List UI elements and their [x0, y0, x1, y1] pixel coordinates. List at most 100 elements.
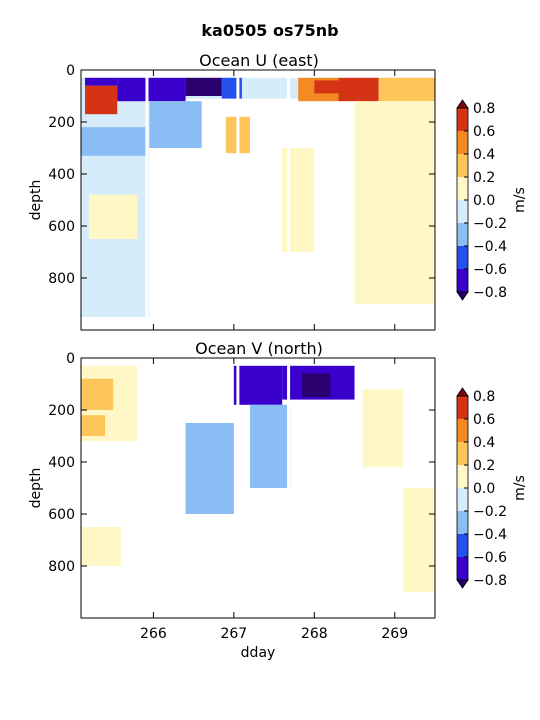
heatmap-region — [314, 80, 355, 94]
y-axis-label-u: depth — [28, 180, 44, 221]
colorbar-tick-label: −0.2 — [473, 504, 507, 520]
heatmap-region — [354, 101, 435, 304]
x-tick-label: 268 — [301, 626, 328, 642]
colorbar-segment — [457, 154, 468, 177]
x-tick-label: 269 — [381, 626, 408, 642]
heatmap-region — [81, 415, 106, 436]
y-tick-label: 400 — [48, 167, 75, 183]
colorbar-extend-high — [456, 99, 469, 109]
axes-frame-u — [80, 69, 436, 331]
colorbar-tick-label: −0.4 — [473, 527, 507, 543]
y-tick-label: 800 — [48, 271, 75, 287]
heatmap-cells — [81, 70, 435, 330]
colorbar-segment — [457, 108, 468, 131]
colorbar-segment — [457, 223, 468, 246]
colorbar-tick-label: 0.0 — [473, 481, 495, 497]
heatmap-u — [81, 70, 435, 330]
colorbar-tick-label: 0.0 — [473, 193, 495, 209]
colorbar-extend-low — [456, 291, 469, 301]
colorbar-segment — [457, 557, 468, 580]
heatmap-region — [85, 77, 118, 86]
x-tick-label: 267 — [220, 626, 247, 642]
panel-title-v: Ocean V (north) — [195, 339, 323, 358]
y-ticks-v: 0 200 400 600 800 — [48, 351, 435, 575]
heatmap-region — [185, 423, 234, 514]
data-gap — [287, 358, 291, 618]
colorbar-tick-label: 0.2 — [473, 170, 495, 186]
heatmap-cells — [81, 358, 435, 618]
colorbar-tick-label: 0.8 — [473, 389, 495, 405]
colorbar-tick-label: 0.6 — [473, 412, 495, 428]
colorbar-segment — [457, 396, 468, 419]
colorbar-segment — [457, 177, 468, 200]
colorbar-segment — [457, 246, 468, 269]
colorbar-label-v: m/s — [512, 475, 528, 501]
heatmap-region — [81, 378, 114, 410]
figure-title: ka0505 os75nb — [201, 21, 338, 40]
data-gap — [236, 358, 240, 618]
colorbar-tick-label: −0.2 — [473, 216, 507, 232]
x-ticks-v: 266 267 268 269 — [140, 358, 408, 642]
colorbar-tick-label: −0.8 — [473, 285, 507, 301]
heatmap-region — [362, 389, 403, 468]
axes-frame-v — [80, 357, 436, 619]
heatmap-region — [302, 373, 331, 397]
y-tick-label: 400 — [48, 455, 75, 471]
colorbar-segment — [457, 534, 468, 557]
colorbar-tick-label: 0.4 — [473, 147, 495, 163]
y-tick-label: 200 — [48, 403, 75, 419]
heatmap-region — [85, 85, 118, 115]
data-gap — [145, 70, 149, 330]
colorbar-segment — [457, 269, 468, 292]
y-tick-label: 800 — [48, 559, 75, 575]
colorbar-extend-low — [456, 579, 469, 589]
data-gap — [287, 70, 291, 330]
colorbar-segment — [457, 465, 468, 488]
heatmap-region — [249, 404, 291, 488]
data-gap — [236, 70, 240, 330]
colorbar-extend-high — [456, 387, 469, 397]
heatmap-region — [378, 77, 435, 102]
colorbar-tick-label: −0.8 — [473, 573, 507, 589]
colorbar-v: 0.8 0.6 0.4 0.2 0.0 −0.2 −0.4 −0.6 −0.8 — [456, 387, 507, 589]
heatmap-region — [282, 148, 315, 252]
heatmap-region — [402, 488, 435, 592]
colorbar-segment — [457, 488, 468, 511]
colorbar-segment — [457, 200, 468, 223]
heatmap-region — [117, 77, 186, 102]
y-tick-label: 600 — [48, 507, 75, 523]
colorbar-tick-label: 0.6 — [473, 124, 495, 140]
heatmap-region — [89, 194, 138, 239]
x-axis-label-v: dday — [241, 645, 276, 661]
colorbar-tick-label: 0.2 — [473, 458, 495, 474]
colorbar-tick-label: −0.4 — [473, 239, 507, 255]
x-ticks-u — [152, 70, 396, 330]
panel-title-u: Ocean U (east) — [199, 51, 319, 70]
y-tick-label: 0 — [66, 63, 75, 79]
y-tick-label: 0 — [66, 351, 75, 367]
y-tick-label: 600 — [48, 219, 75, 235]
colorbar-tick-label: 0.4 — [473, 435, 495, 451]
y-ticks-u: 0 200 400 600 800 — [48, 63, 435, 287]
x-tick-label: 266 — [140, 626, 167, 642]
heatmap-region — [185, 77, 222, 96]
colorbar-label-u: m/s — [512, 187, 528, 213]
heatmap-region — [149, 101, 202, 148]
colorbar-segment — [457, 442, 468, 465]
colorbar-u: 0.8 0.6 0.4 0.2 0.0 −0.2 −0.4 −0.6 −0.8 — [456, 99, 507, 301]
colorbar-segment — [457, 419, 468, 442]
y-axis-label-v: depth — [28, 468, 44, 509]
y-tick-label: 200 — [48, 115, 75, 131]
colorbar-tick-label: −0.6 — [473, 550, 507, 566]
heatmap-region — [81, 127, 146, 156]
heatmap-region — [233, 365, 283, 405]
heatmap-v — [81, 358, 435, 618]
colorbar-segment — [457, 511, 468, 534]
data-gap — [145, 358, 149, 618]
colorbar-tick-label: −0.6 — [473, 262, 507, 278]
colorbar-tick-label: 0.8 — [473, 101, 495, 117]
heatmap-region — [81, 527, 122, 566]
